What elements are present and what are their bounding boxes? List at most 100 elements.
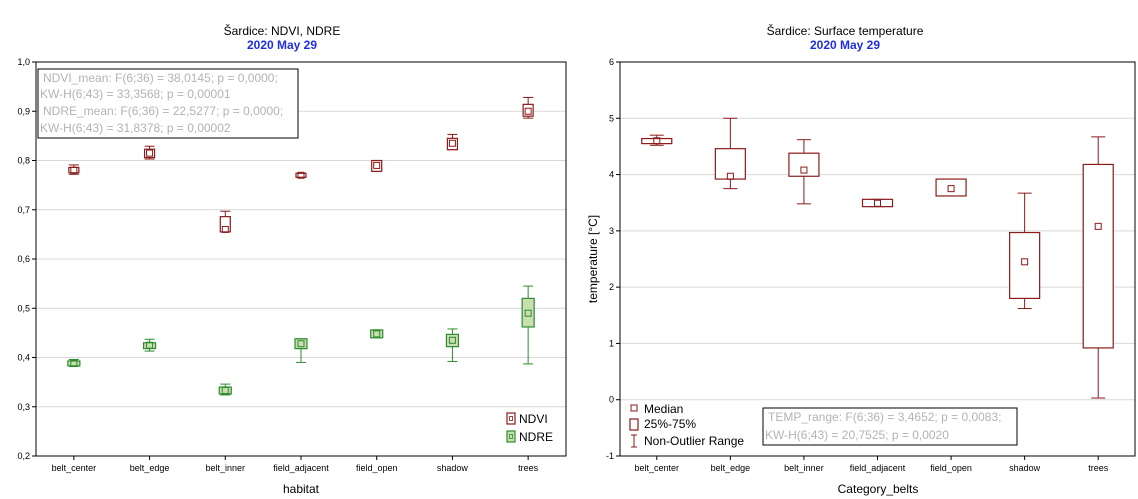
x-tick-label: trees [1088, 463, 1109, 473]
right-stats-box [762, 407, 1018, 446]
iqr-box [935, 178, 967, 197]
iqr-box [641, 137, 673, 145]
y-tick-label: 0,4 [17, 353, 30, 363]
median-marker [947, 185, 955, 193]
median-marker [297, 340, 305, 348]
legend-ndvi-swatch [506, 412, 516, 425]
box-temp_range-shadow [1009, 192, 1041, 310]
median-marker [1094, 222, 1102, 230]
x-tick-label: field_open [930, 463, 972, 473]
x-tick-label: trees [518, 463, 539, 473]
left-stats-line-4: KW-H(6;43) = 31,8378; p = 0,00002 [40, 121, 231, 135]
median-marker [524, 309, 532, 317]
median-marker [1021, 258, 1029, 266]
iqr-box [446, 137, 459, 151]
median-marker [146, 149, 154, 157]
median-marker [726, 172, 734, 180]
left-chart-subtitle: 2020 May 29 [247, 38, 317, 52]
median-marker [221, 225, 229, 233]
left-stats-line-3: NDRE_mean: F(6;36) = 22,5277; p = 0,0000… [43, 104, 283, 118]
right-chart-subtitle: 2020 May 29 [810, 38, 880, 52]
box-temp_range-field_adjacent [861, 198, 894, 208]
right-plot-frame [619, 61, 1136, 457]
box-ndre-field_open [370, 329, 384, 339]
box-ndvi-field_open [371, 159, 383, 172]
box-temp_range-trees [1082, 136, 1114, 399]
right-boxplots [641, 117, 1114, 399]
y-tick-label: 5 [609, 113, 614, 123]
median-marker [221, 386, 229, 394]
x-tick-label: field_adjacent [273, 463, 329, 473]
legend-iqr-label: 25%-75% [644, 417, 696, 431]
box-ndvi-field_adjacent [295, 171, 307, 179]
box-temp_range-belt_inner [788, 139, 820, 205]
box-ndre-trees [521, 285, 535, 365]
left-chart-title: Šardice: NDVI, NDRE [224, 23, 341, 38]
legend-ndre-marker [509, 434, 513, 439]
box-ndre-shadow [445, 328, 460, 362]
right-y-axis-ticks: -1 0 1 2 3 4 5 6 [606, 57, 620, 461]
iqr-box [219, 216, 231, 233]
median-marker [448, 139, 456, 147]
median-marker [448, 336, 456, 344]
x-tick-label: field_open [356, 463, 398, 473]
left-y-axis-ticks: 0,2 0,3 0,4 0,5 0,6 0,7 0,8 0,9 1,0 [17, 57, 36, 461]
legend-ndvi-label: NDVI [519, 412, 548, 426]
x-tick-label: belt_edge [130, 463, 170, 473]
y-tick-label: 0,7 [17, 205, 30, 215]
y-tick-label: 0,8 [17, 156, 30, 166]
iqr-box [370, 329, 384, 339]
median-marker [146, 341, 154, 349]
median-marker [297, 171, 305, 179]
box-temp_range-belt_center [641, 134, 673, 146]
iqr-box [67, 360, 81, 367]
y-tick-label: 0,6 [17, 254, 30, 264]
legend-ndre-swatch [506, 430, 516, 443]
x-tick-label: belt_inner [206, 463, 246, 473]
iqr-box [521, 297, 535, 328]
y-tick-label: 2 [609, 282, 614, 292]
iqr-box [522, 103, 534, 117]
left-x-axis-ticks: belt_center belt_edge belt_inner field_adja… [52, 456, 539, 473]
legend-median-label: Median [644, 402, 683, 416]
y-tick-label: -1 [606, 451, 614, 461]
left-boxplots [67, 96, 535, 396]
iqr-box [218, 386, 232, 395]
legend-ndvi-marker [509, 416, 513, 421]
iqr-box [788, 152, 820, 177]
legend-ndre-label: NDRE [519, 430, 553, 444]
y-tick-label: 1,0 [17, 57, 30, 67]
median-marker [800, 166, 808, 174]
median-marker [373, 330, 381, 338]
x-tick-label: belt_center [635, 463, 680, 473]
x-tick-label: shadow [1009, 463, 1041, 473]
x-tick-label: belt_center [52, 463, 97, 473]
box-ndvi-belt_edge [143, 145, 156, 160]
box-ndvi-shadow [446, 133, 459, 151]
left-x-axis-label: habitat [283, 482, 320, 496]
iqr-box [295, 172, 307, 178]
x-tick-label: belt_edge [711, 463, 751, 473]
y-tick-label: 0 [609, 395, 614, 405]
right-legend: Median 25%-75% Non-Outlier Range [629, 402, 744, 448]
iqr-box [294, 338, 308, 350]
right-chart-title: Šardice: Surface temperature [767, 23, 924, 38]
legend-median-marker [630, 404, 638, 412]
median-marker [373, 161, 381, 169]
median-marker [524, 107, 532, 115]
iqr-box [371, 159, 383, 172]
right-x-axis-label: Category_belts [838, 482, 919, 496]
iqr-box [143, 148, 156, 159]
median-marker [70, 166, 78, 174]
box-temp_range-field_open [935, 178, 967, 197]
left-stats-line-1: NDVI_mean: F(6;36) = 38,0145; p = 0,0000… [43, 71, 278, 85]
left-legend: NDVI NDRE [506, 412, 553, 444]
box-ndre-belt_inner [218, 383, 232, 396]
right-stats-line-2: KW-H(6;43) = 20,7525; p = 0,0020 [765, 428, 949, 442]
right-stats-line-1: TEMP_range: F(6;36) = 3,4652; p = 0,0083… [768, 410, 1001, 424]
y-tick-label: 1 [609, 338, 614, 348]
iqr-box [714, 148, 746, 180]
box-ndvi-belt_inner [219, 210, 231, 233]
